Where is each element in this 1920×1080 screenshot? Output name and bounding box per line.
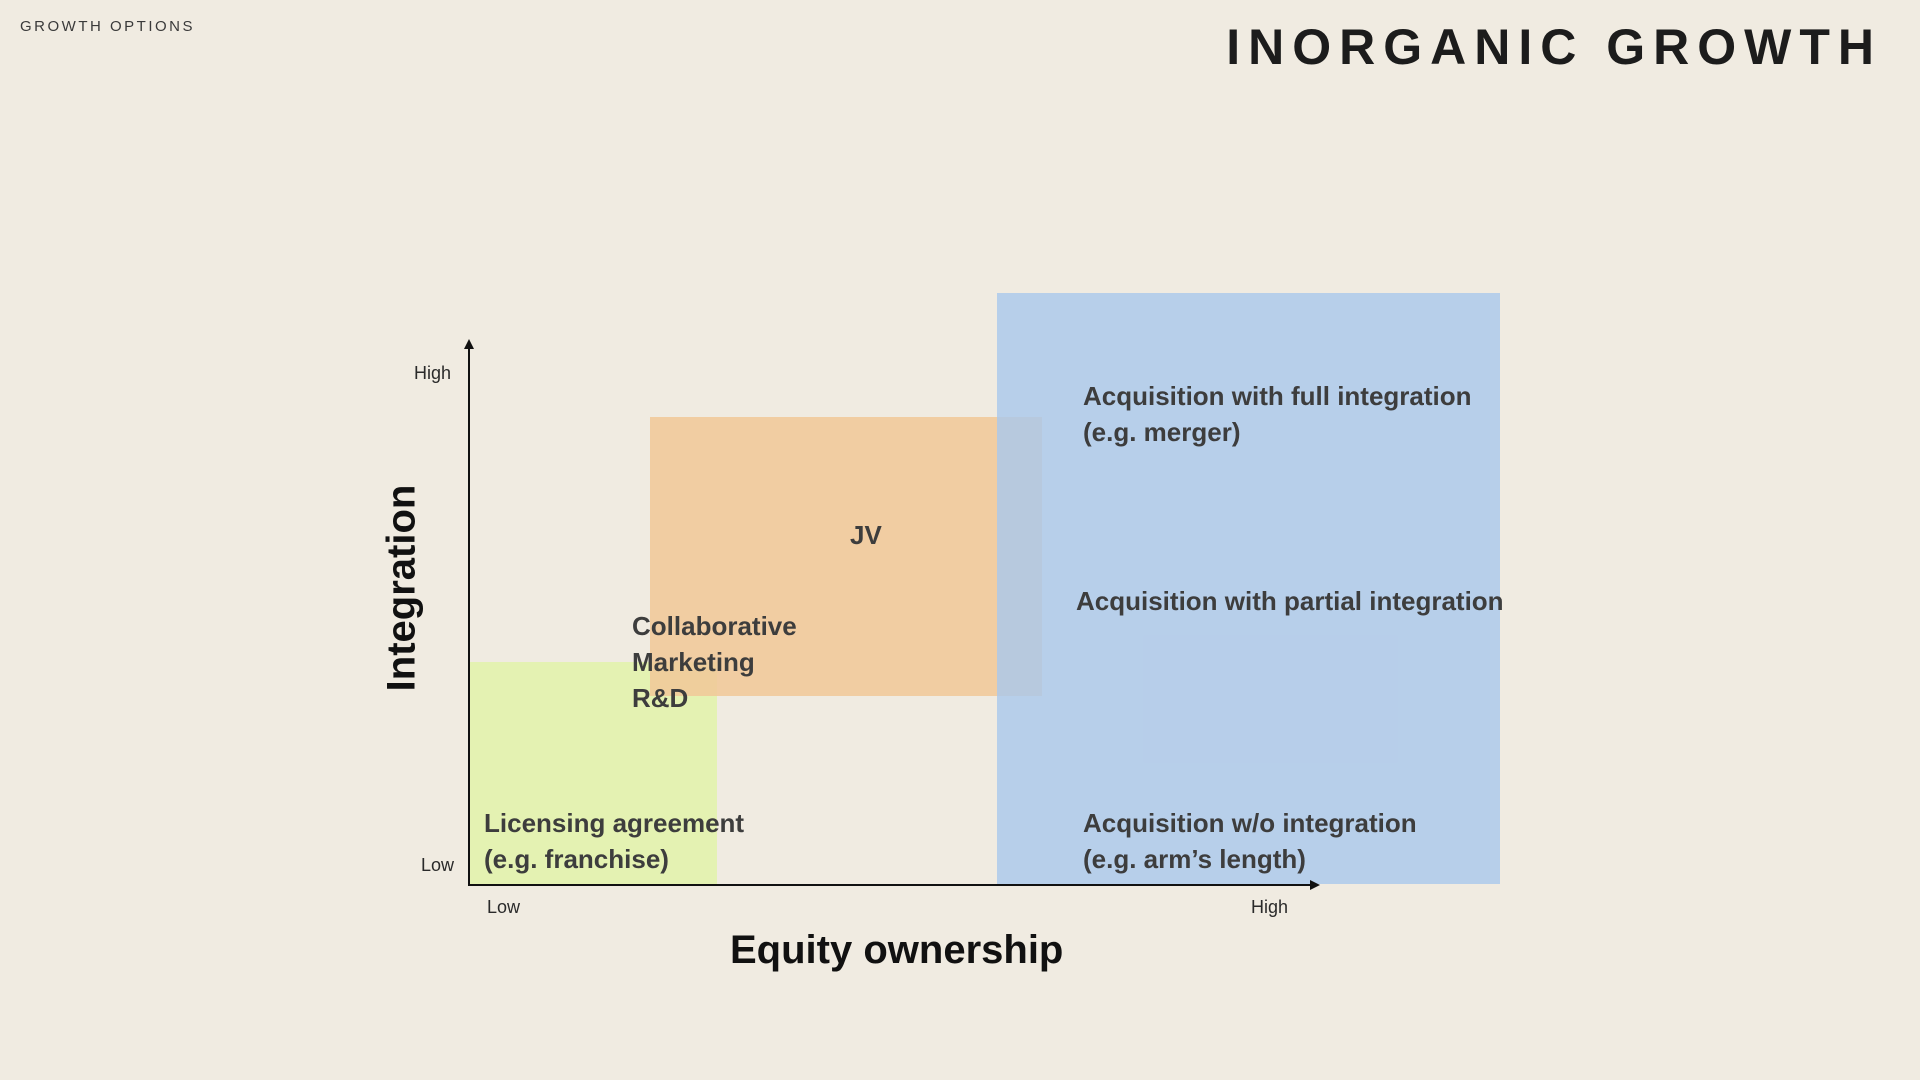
y-axis-low-label: Low	[421, 855, 455, 875]
acquisition-region	[997, 293, 1500, 884]
acquisition-full-label-line1: Acquisition with full integration	[1083, 381, 1472, 411]
collaborative-label-line1: Collaborative	[632, 611, 797, 641]
slide-title: INORGANIC GROWTH	[1226, 19, 1882, 75]
collaborative-jv-region	[650, 417, 1042, 696]
acquisition-partial-label: Acquisition with partial integration	[1076, 583, 1504, 619]
x-axis-low-label: Low	[487, 897, 521, 917]
y-axis-title: Integration	[379, 484, 424, 692]
y-axis-high-label: High	[414, 363, 452, 383]
acquisition-none-label: Acquisition w/o integration (e.g. arm’s …	[1083, 805, 1417, 877]
licensing-label-line2: (e.g. franchise)	[484, 844, 669, 874]
x-axis-title: Equity ownership	[730, 928, 1064, 972]
jv-label: JV	[850, 520, 882, 550]
licensing-region	[470, 662, 717, 884]
collaborative-label-line3: R&D	[632, 683, 689, 713]
acquisition-partial-label-line1: Acquisition with partial integration	[1076, 586, 1504, 616]
acquisition-none-label-line1: Acquisition w/o integration	[1083, 808, 1417, 838]
x-axis-line	[468, 884, 1312, 886]
acquisition-none-label-line2: (e.g. arm’s length)	[1083, 844, 1306, 874]
collaborative-label: Collaborative Marketing R&D	[632, 608, 797, 716]
collaborative-label-line2: Marketing	[632, 647, 755, 677]
x-axis-arrow-icon	[1310, 880, 1320, 890]
x-axis-high-label: High	[1251, 897, 1289, 917]
acquisition-full-label-line2: (e.g. merger)	[1083, 417, 1241, 447]
y-axis-arrow-icon	[464, 339, 474, 349]
acquisition-full-label: Acquisition with full integration (e.g. …	[1083, 378, 1472, 450]
licensing-label-line1: Licensing agreement	[484, 808, 745, 838]
y-axis-line	[468, 342, 470, 886]
licensing-label: Licensing agreement (e.g. franchise)	[484, 805, 744, 877]
section-label: GROWTH OPTIONS	[20, 18, 195, 35]
